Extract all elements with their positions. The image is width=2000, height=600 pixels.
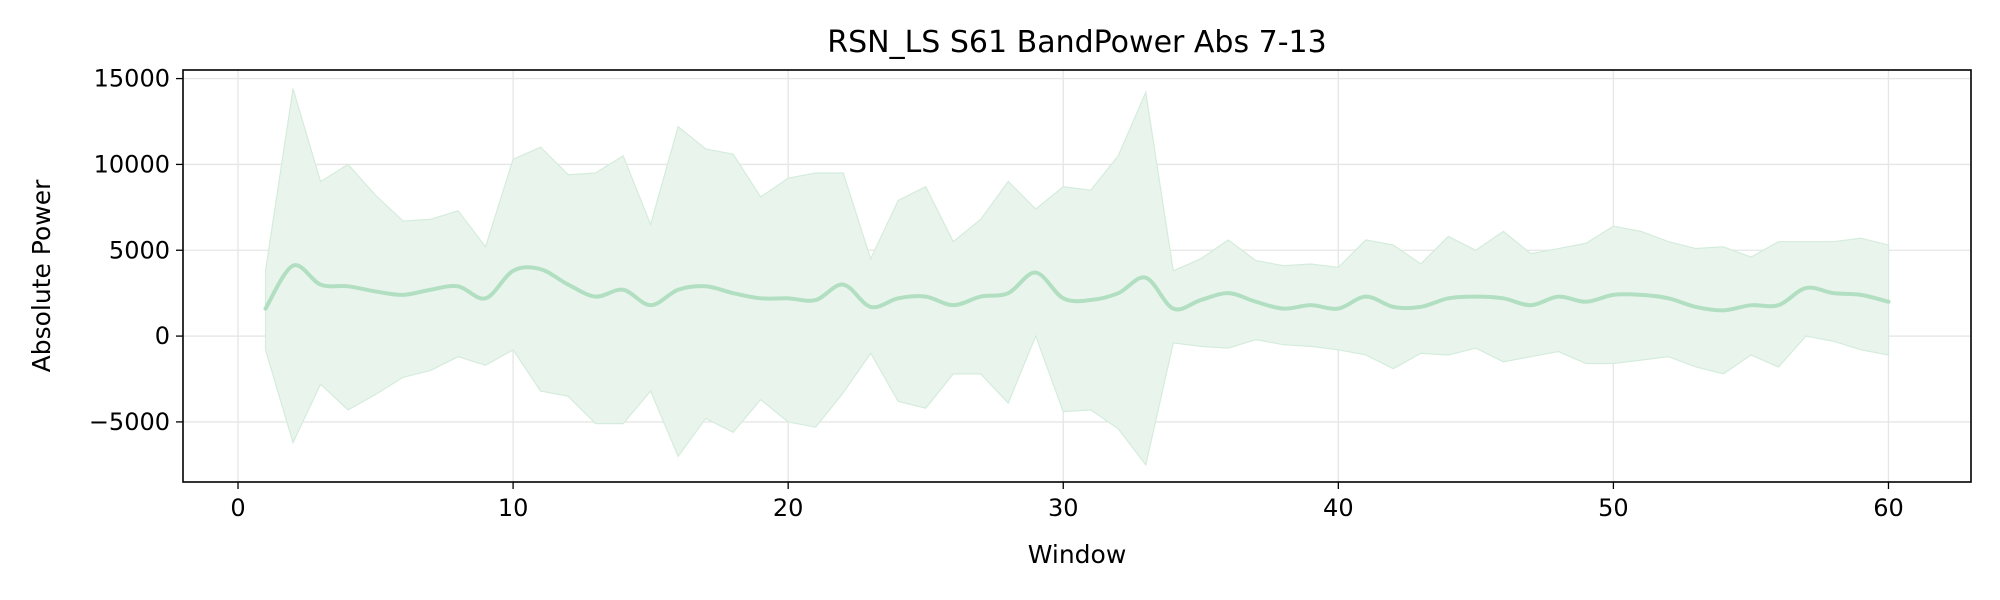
x-tick-label: 60 (1873, 494, 1904, 522)
x-tick-label: 20 (773, 494, 804, 522)
y-tick-label: 5000 (109, 236, 170, 264)
x-tick-label: 30 (1048, 494, 1079, 522)
y-tick-label: 10000 (94, 150, 170, 178)
y-tick-label: 0 (155, 322, 170, 350)
y-axis-title: Absolute Power (27, 179, 56, 373)
chart-title: RSN_LS S61 BandPower Abs 7-13 (827, 25, 1326, 60)
x-axis-title: Window (1028, 540, 1127, 569)
x-tick-label: 10 (498, 494, 529, 522)
mean-series-line (263, 263, 1891, 313)
plot-frame (182, 69, 1972, 483)
line-layer (263, 263, 1891, 313)
std-band-area (264, 88, 1890, 467)
y-axis-ticks: −5000 0 5000 10000 15000 (89, 65, 183, 436)
band-layer (264, 88, 1890, 467)
y-tick-label: −5000 (89, 408, 170, 436)
x-tick-label: 0 (230, 494, 245, 522)
x-tick-label: 50 (1598, 494, 1629, 522)
x-axis-ticks: 0 10 20 30 40 50 60 (230, 482, 1904, 522)
x-tick-label: 40 (1323, 494, 1354, 522)
y-tick-label: 15000 (94, 65, 170, 93)
